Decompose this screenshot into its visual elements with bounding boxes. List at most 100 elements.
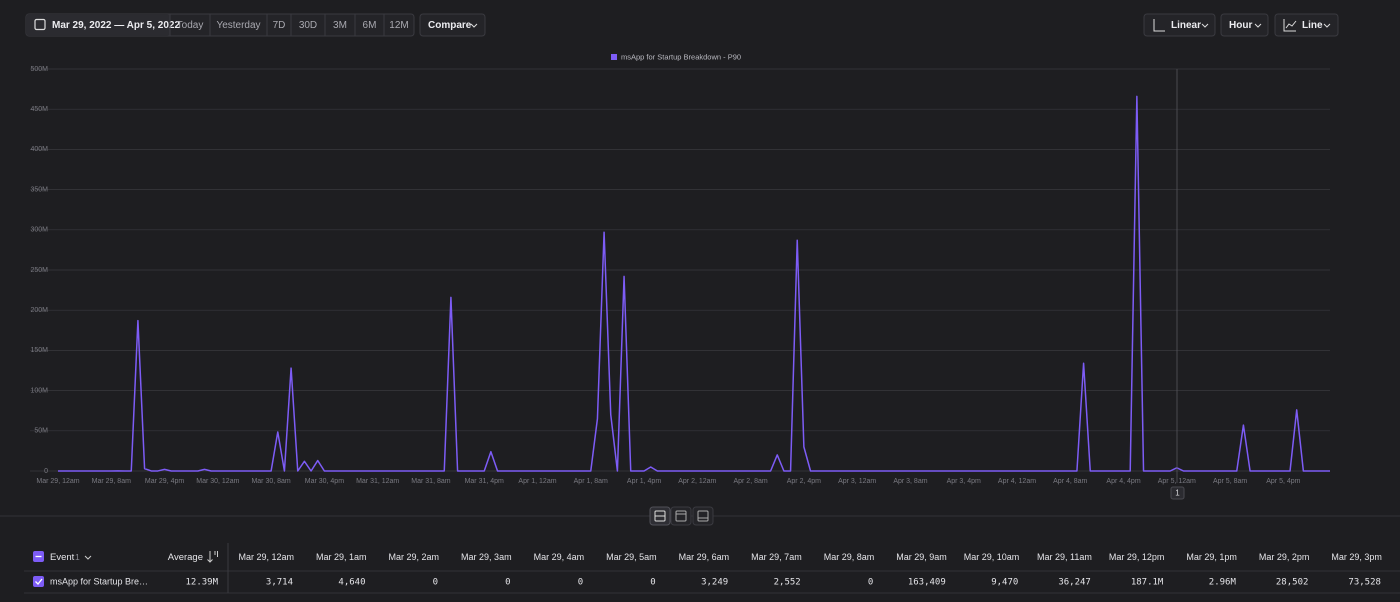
series-line — [58, 95, 1330, 472]
preset-button[interactable]: 7D — [273, 20, 286, 31]
preset-button[interactable]: Today — [177, 20, 204, 31]
table-cell: 3,714 — [266, 578, 293, 588]
checkbox-tick — [35, 578, 43, 585]
column-header[interactable]: Mar 29, 4am — [534, 552, 585, 562]
column-header[interactable]: Mar 29, 6am — [679, 552, 730, 562]
preset-button[interactable]: 6M — [363, 20, 377, 31]
interval-label[interactable]: Hour — [1229, 20, 1252, 31]
x-tick-label: Apr 2, 12am — [678, 478, 716, 485]
column-header[interactable]: Mar 29, 5am — [606, 552, 657, 562]
x-tick-label: Apr 5, 8am — [1213, 478, 1247, 485]
sort-icon[interactable] — [207, 551, 218, 563]
column-header[interactable]: Mar 29, 12am — [238, 552, 294, 562]
y-tick-label: 400M — [30, 146, 48, 153]
table-cell: 0 — [578, 578, 583, 588]
column-header[interactable]: Mar 29, 11am — [1037, 552, 1092, 562]
column-header[interactable]: Mar 29, 3am — [461, 552, 512, 562]
x-tick-label: Mar 30, 4pm — [305, 478, 344, 485]
y-tick-label: 200M — [30, 307, 48, 314]
x-tick-label: Apr 3, 12am — [838, 478, 876, 485]
table-cell: 4,640 — [338, 578, 365, 588]
table-cell: 0 — [505, 578, 510, 588]
x-tick-label: Mar 31, 4pm — [465, 478, 504, 485]
table-cell: 36,247 — [1058, 578, 1091, 588]
chevron — [1323, 23, 1331, 28]
row-name: msApp for Startup Bre… — [50, 576, 148, 586]
x-tick-label: Mar 30, 12am — [196, 478, 239, 485]
x-tick-label: Mar 30, 8am — [251, 478, 290, 485]
column-header[interactable]: Mar 29, 12pm — [1109, 552, 1165, 562]
compare-button[interactable] — [419, 13, 486, 37]
table-cell: 3,249 — [701, 578, 728, 588]
x-tick-label: Apr 5, 4pm — [1266, 478, 1300, 485]
column-header[interactable]: Mar 29, 10am — [964, 552, 1020, 562]
table-cell: 2.96M — [1209, 578, 1237, 588]
x-tick-label: Mar 29, 12am — [36, 478, 79, 485]
y-tick-label: 450M — [30, 106, 48, 113]
x-tick-label: Apr 2, 8am — [733, 478, 767, 485]
column-header[interactable]: Mar 29, 2pm — [1259, 552, 1310, 562]
table-cell: 0 — [433, 578, 438, 588]
x-tick-label: Apr 1, 8am — [574, 478, 608, 485]
x-tick-label: Apr 3, 8am — [893, 478, 927, 485]
column-header[interactable]: Mar 29, 9am — [896, 552, 947, 562]
chevron — [470, 23, 478, 28]
view-toggle[interactable] — [670, 506, 692, 526]
preset-button[interactable]: 30D — [299, 20, 317, 31]
view-icon — [675, 510, 687, 522]
y-tick-label: 500M — [30, 66, 48, 73]
scale-label[interactable]: Linear — [1171, 20, 1201, 31]
preset-button[interactable]: Yesterday — [216, 20, 260, 31]
x-tick-label: Apr 3, 4pm — [947, 478, 981, 485]
preset-button[interactable]: 3M — [333, 20, 347, 31]
x-tick-label: Apr 4, 4pm — [1106, 478, 1140, 485]
table-cell: 0 — [650, 578, 655, 588]
chevron — [1201, 23, 1209, 28]
legend-swatch — [611, 54, 617, 60]
chart-kind-label[interactable]: Line — [1302, 20, 1323, 31]
average-header[interactable]: Average — [168, 552, 203, 563]
table-cell: 187.1M — [1131, 578, 1164, 588]
table-cell: 9,470 — [991, 578, 1018, 588]
chevron[interactable] — [84, 555, 92, 560]
x-tick-label: Apr 1, 12am — [518, 478, 556, 485]
x-tick-label: Mar 29, 4pm — [145, 478, 184, 485]
x-tick-label: Mar 31, 8am — [411, 478, 450, 485]
x-tick-label: Mar 29, 8am — [92, 478, 131, 485]
scale-icon — [1153, 19, 1165, 32]
x-tick-label: Mar 31, 12am — [356, 478, 399, 485]
column-header[interactable]: Mar 29, 7am — [751, 552, 802, 562]
event-count: 1 — [75, 552, 80, 562]
crosshair-box — [1170, 486, 1185, 500]
column-header[interactable]: Mar 29, 1pm — [1186, 552, 1237, 562]
view-toggle[interactable] — [692, 506, 714, 526]
column-header[interactable]: Mar 29, 3pm — [1331, 552, 1382, 562]
row-checkbox[interactable] — [33, 576, 44, 587]
column-header[interactable]: Mar 29, 8am — [824, 552, 875, 562]
y-tick-label: 0 — [44, 468, 48, 475]
column-header[interactable]: Mar 29, 1am — [316, 552, 367, 562]
column-header[interactable]: Mar 29, 2am — [389, 552, 440, 562]
crosshair-label: 1 — [1175, 489, 1180, 498]
x-tick-label: Apr 4, 8am — [1053, 478, 1087, 485]
date-range[interactable]: Mar 29, 2022 — Apr 5, 2022 — [52, 20, 180, 31]
chevron — [1254, 23, 1262, 28]
legend-label[interactable]: msApp for Startup Breakdown - P90 — [621, 52, 741, 61]
line-icon — [1283, 19, 1297, 32]
date-picker[interactable] — [26, 14, 170, 36]
table-cell: 0 — [868, 578, 873, 588]
y-tick-label: 150M — [30, 347, 48, 354]
compare-label[interactable]: Compare — [428, 20, 472, 31]
calendar-icon — [34, 18, 46, 31]
y-tick-label: 100M — [30, 387, 48, 394]
preset-button[interactable]: 12M — [389, 20, 408, 31]
table-cell: 2,552 — [774, 578, 801, 588]
x-tick-label: Apr 2, 4pm — [787, 478, 821, 485]
event-header: Event — [50, 552, 75, 563]
y-tick-label: 300M — [30, 227, 48, 234]
table-cell: 73,528 — [1348, 578, 1381, 588]
x-tick-label: Apr 1, 4pm — [627, 478, 661, 485]
interval-button[interactable] — [1220, 13, 1269, 37]
row-average: 12.39M — [185, 578, 218, 588]
